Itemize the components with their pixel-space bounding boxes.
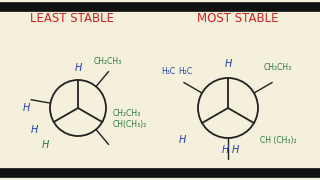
Text: H: H [22, 103, 30, 113]
Text: CH(CH₃)₂: CH(CH₃)₂ [113, 120, 147, 129]
Text: CH₂CH₃: CH₂CH₃ [264, 64, 292, 73]
Text: H₂C: H₂C [178, 68, 192, 76]
Text: MOST STABLE: MOST STABLE [197, 12, 279, 24]
Text: H: H [30, 125, 38, 135]
Text: H: H [221, 145, 229, 155]
Text: CH (CH₃)₂: CH (CH₃)₂ [260, 136, 297, 145]
Text: CH₂CH₃: CH₂CH₃ [113, 109, 141, 118]
Text: H: H [231, 145, 239, 155]
Text: LEAST STABLE: LEAST STABLE [30, 12, 114, 24]
Text: H₃C: H₃C [161, 68, 175, 76]
Text: H: H [41, 140, 49, 150]
Text: CH₂CH₃: CH₂CH₃ [94, 57, 122, 66]
Text: H: H [74, 63, 82, 73]
Text: H: H [224, 59, 232, 69]
Text: H: H [178, 135, 186, 145]
